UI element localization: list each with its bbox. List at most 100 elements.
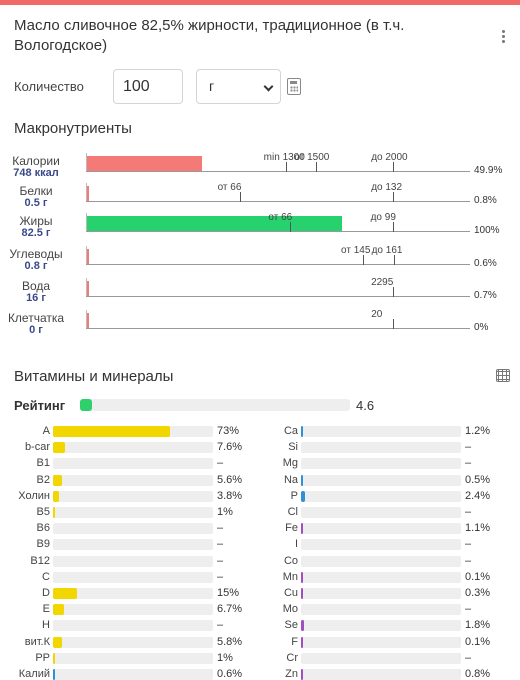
macro-tick-label: от 66 (217, 182, 242, 193)
vitamin-percent: – (465, 506, 472, 518)
macro-name: Вода (21, 279, 51, 293)
vitamin-name: Mg (282, 457, 298, 470)
macro-bar (87, 249, 89, 264)
vitamin-percent: 3.8% (217, 489, 243, 502)
more-vertical-icon[interactable] (500, 30, 506, 46)
vitamin-fill (301, 588, 303, 599)
vitamin-row: Cu 0.3% (248, 586, 490, 602)
vitamin-percent: 0.5% (465, 473, 491, 486)
vitamin-percent: 1.8% (465, 619, 491, 632)
vitamin-name: Fe (285, 522, 298, 535)
vitamin-track (301, 571, 461, 583)
macro-bar (87, 186, 89, 201)
vitamin-row: Калий 0.6% (0, 667, 242, 680)
macro-axis (86, 171, 470, 172)
macro-tick-label: 2295 (371, 277, 394, 288)
vitamin-row: вит.К 5.8% (0, 635, 243, 651)
vitamin-percent: 0.8% (465, 668, 491, 680)
macro-tick (393, 192, 395, 202)
vitamin-name: A (42, 425, 50, 437)
macro-tick (393, 255, 395, 265)
vitamin-percent: 0.1% (465, 570, 491, 583)
vitamin-fill (301, 669, 303, 680)
vitamin-percent: 0.1% (465, 635, 491, 648)
macro-tick-label: 20 (371, 309, 383, 320)
rating-label: Рейтинг (14, 398, 66, 413)
macro-axis-start (86, 183, 87, 201)
macro-tick (393, 162, 395, 172)
vitamin-track (53, 507, 213, 518)
vitamin-percent: – (217, 538, 224, 551)
vitamin-row: H – (0, 618, 240, 634)
macro-tick (239, 192, 241, 202)
vitamin-row: D 15% (0, 586, 240, 602)
vitamin-track (301, 523, 461, 535)
vitamin-percent: 5.8% (217, 635, 243, 648)
macro-percent: 0.6% (474, 258, 497, 269)
vitamin-row: B5 1% (0, 505, 240, 521)
vitamin-name: Cu (283, 587, 298, 599)
top-accent-bar (0, 0, 520, 5)
macro-name: Жиры (19, 214, 53, 228)
vitamin-name: B6 (36, 522, 50, 535)
unit-select[interactable]: г (196, 69, 281, 104)
vitamin-name: Калий (18, 668, 50, 680)
vitamins-heading: Витамины и минералы (14, 368, 174, 385)
quantity-input[interactable] (113, 69, 183, 104)
vitamin-row: Cr – (248, 651, 488, 667)
macro-bar (87, 313, 89, 328)
vitamin-name: Se (284, 619, 298, 632)
product-title: Масло сливочное 82,5% жирности, традицио… (14, 17, 405, 54)
vitamin-fill (53, 636, 63, 648)
vitamin-fill (53, 490, 60, 502)
macro-axis-start (86, 213, 87, 231)
vitamin-track (301, 490, 461, 502)
vitamin-name: B5 (36, 506, 50, 518)
vitamin-name: Cr (286, 651, 298, 664)
macro-axis (86, 201, 470, 202)
vitamin-name: Co (283, 554, 298, 567)
vitamin-percent: – (217, 522, 224, 535)
vitamin-percent: 7.6% (217, 441, 243, 454)
vitamin-fill (53, 474, 62, 486)
vitamin-percent: 6.7% (217, 603, 243, 616)
macro-row: Клетчатка 0 г 20 0% (0, 309, 520, 346)
macro-tick (392, 222, 394, 232)
macro-name: Калории (12, 154, 60, 168)
macro-axis (86, 231, 470, 232)
vitamin-row: B6 – (0, 521, 240, 537)
vitamin-row: Mo – (248, 602, 488, 618)
macro-axis (86, 328, 470, 329)
vitamin-percent: – (465, 554, 472, 567)
vitamin-track (53, 555, 213, 567)
vitamin-row: A 73% (0, 424, 240, 440)
macro-row: Калории 748 ккал min 1300 от 1500 до 2000 49.… (0, 152, 520, 189)
macro-percent: 0.8% (474, 195, 497, 206)
macro-tick (393, 287, 395, 297)
vitamin-track (301, 426, 461, 437)
macro-axis (86, 296, 470, 297)
table-icon[interactable] (496, 369, 510, 382)
vitamin-percent: 15% (217, 587, 240, 599)
vitamin-percent: – (465, 603, 472, 616)
rating-value: 4.6 (356, 398, 375, 413)
vitamin-track (53, 571, 213, 583)
macro-value: 0.8 г (24, 260, 48, 272)
vitamin-percent: 1.1% (465, 522, 491, 535)
vitamin-row: Ca 1.2% (248, 424, 490, 440)
vitamin-percent: 2.4% (465, 489, 491, 502)
vitamin-track (53, 652, 213, 664)
macro-tick-label: от 145 (341, 245, 371, 256)
quantity-label: Количество (14, 79, 84, 94)
calculator-icon[interactable] (287, 78, 301, 95)
vitamin-name: F (291, 635, 298, 648)
vitamin-percent: – (465, 538, 472, 551)
vitamin-track (53, 620, 213, 632)
macro-name: Белки (19, 184, 53, 198)
macro-percent: 0.7% (474, 290, 497, 301)
vitamin-percent: – (465, 651, 472, 664)
macro-axis-start (86, 246, 87, 264)
vitamin-row: Zn 0.8% (248, 667, 491, 680)
vitamin-row: Mg – (248, 456, 488, 472)
vitamin-track (53, 458, 213, 470)
